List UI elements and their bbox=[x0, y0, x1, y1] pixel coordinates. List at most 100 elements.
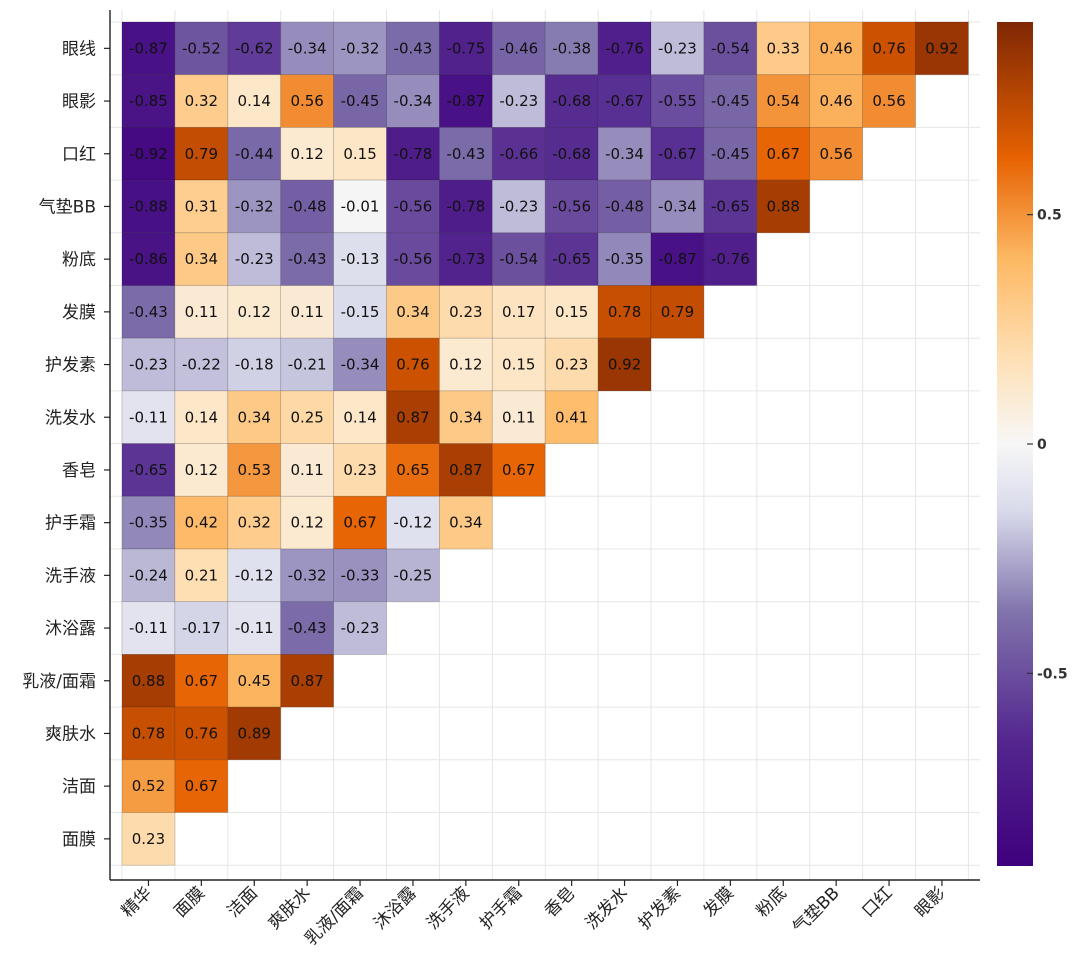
cell-value-label: -0.43 bbox=[288, 250, 327, 268]
cell-value-label: -0.48 bbox=[288, 197, 327, 215]
heatmap-cell bbox=[438, 495, 493, 550]
heatmap-cell bbox=[227, 443, 282, 497]
heatmap-cell bbox=[174, 21, 229, 76]
cell-value-label: 0.67 bbox=[185, 672, 218, 690]
heatmap-cell bbox=[174, 127, 229, 181]
cell-value-label: 0.78 bbox=[608, 303, 641, 321]
x-tick-label: 口红 bbox=[858, 883, 896, 921]
heatmap-cell bbox=[227, 654, 282, 708]
cell-value-label: 0.41 bbox=[555, 408, 588, 426]
heatmap-cell bbox=[544, 21, 599, 76]
cell-value-label: 0.34 bbox=[449, 514, 482, 532]
heatmap-cell bbox=[756, 179, 811, 234]
heatmap-cell bbox=[438, 337, 493, 392]
cell-value-label: -0.78 bbox=[446, 197, 485, 215]
cell-value-label: 0.11 bbox=[502, 408, 535, 426]
x-tick-label: 发膜 bbox=[700, 883, 738, 921]
x-tick-label: 洗发水 bbox=[582, 883, 632, 933]
heatmap-cell bbox=[438, 232, 493, 286]
x-tick-label: 乳液/面霜 bbox=[301, 883, 367, 949]
cell-value-label: -0.32 bbox=[235, 197, 274, 215]
cell-value-label: 0.12 bbox=[290, 514, 323, 532]
heatmap-cell bbox=[703, 232, 758, 286]
cell-value-label: -0.46 bbox=[499, 39, 538, 57]
heatmap-cell bbox=[650, 127, 705, 181]
cell-value-label: -0.88 bbox=[129, 197, 168, 215]
cell-value-label: -0.54 bbox=[499, 250, 538, 268]
x-tick-label: 洗手液 bbox=[423, 883, 473, 933]
cell-value-label: -0.23 bbox=[235, 250, 274, 268]
cell-value-label: 0.31 bbox=[185, 197, 218, 215]
heatmap-cell bbox=[438, 179, 493, 234]
heatmap-cell bbox=[174, 601, 229, 655]
x-tick-label: 粉底 bbox=[753, 883, 791, 921]
heatmap-cell bbox=[121, 759, 176, 813]
cell-value-label: -0.21 bbox=[288, 356, 327, 374]
cell-value-label: -0.62 bbox=[235, 39, 274, 57]
cell-value-label: 0.23 bbox=[132, 830, 165, 848]
heatmap-cell bbox=[227, 74, 282, 128]
cell-value-label: -0.87 bbox=[446, 92, 485, 110]
cell-value-label: 0.23 bbox=[449, 303, 482, 321]
x-tick-label: 爽肤水 bbox=[264, 883, 314, 933]
cell-value-label: 0.14 bbox=[238, 92, 271, 110]
heatmap-cell bbox=[650, 179, 705, 234]
heatmap-cell bbox=[491, 232, 546, 286]
cell-value-label: -0.76 bbox=[605, 39, 644, 57]
heatmap-cell bbox=[491, 127, 546, 181]
heatmap-cell bbox=[280, 548, 335, 603]
cell-value-label: 0.45 bbox=[238, 672, 271, 690]
heatmap-cell bbox=[174, 232, 229, 286]
cell-value-label: 0.56 bbox=[872, 92, 905, 110]
heatmap-cell bbox=[333, 179, 387, 234]
heatmap-cell bbox=[174, 285, 229, 339]
cell-value-label: -0.32 bbox=[341, 39, 380, 57]
cell-value-label: 0.65 bbox=[396, 461, 429, 479]
heatmap-cell bbox=[121, 285, 176, 339]
colorbar: 0.5 0 -0.5 bbox=[997, 22, 1068, 866]
heatmap-cell bbox=[121, 74, 176, 128]
cell-value-label: 0.12 bbox=[290, 145, 323, 163]
y-tick-label: 粉底 bbox=[62, 250, 96, 270]
heatmap-cell bbox=[280, 74, 335, 128]
heatmap-cell bbox=[333, 548, 387, 603]
heatmap-cell bbox=[227, 706, 282, 761]
cell-value-label: 0.78 bbox=[132, 724, 165, 742]
cell-value-label: 0.34 bbox=[238, 408, 271, 426]
cell-value-label: -0.12 bbox=[394, 514, 433, 532]
cell-value-label: 0.42 bbox=[185, 514, 218, 532]
x-tick-label: 精华 bbox=[118, 883, 156, 921]
heatmap-cell bbox=[386, 127, 440, 181]
heatmap-cell bbox=[597, 179, 652, 234]
heatmap-cell bbox=[121, 706, 176, 761]
heatmap-cell bbox=[280, 285, 335, 339]
cell-value-label: -0.23 bbox=[658, 39, 697, 57]
cell-value-label: -0.43 bbox=[288, 619, 327, 637]
heatmap-cell bbox=[227, 179, 282, 234]
cell-value-label: 0.46 bbox=[819, 39, 852, 57]
cell-value-label: -0.87 bbox=[129, 39, 168, 57]
heatmap-cell bbox=[333, 232, 387, 286]
cell-value-label: -0.18 bbox=[235, 356, 274, 374]
cell-value-label: -0.34 bbox=[394, 92, 433, 110]
cell-value-label: -0.43 bbox=[394, 39, 433, 57]
heatmap-cell bbox=[650, 232, 705, 286]
cell-value-label: -0.34 bbox=[658, 197, 697, 215]
y-tick-label: 眼线 bbox=[62, 39, 96, 59]
cell-value-label: -0.38 bbox=[552, 39, 591, 57]
x-tick-label: 气垫BB bbox=[789, 883, 844, 938]
heatmap-cell bbox=[862, 74, 916, 128]
y-tick-label: 护发素 bbox=[45, 356, 96, 376]
cell-value-label: -0.11 bbox=[129, 408, 168, 426]
heatmap-cell bbox=[174, 390, 229, 444]
heatmap-cell bbox=[544, 74, 599, 128]
cell-value-label: -0.32 bbox=[288, 566, 327, 584]
y-tick-label: 爽肤水 bbox=[45, 724, 96, 744]
heatmap-cell bbox=[386, 74, 440, 128]
y-tick-label: 洗手液 bbox=[45, 566, 96, 586]
cell-value-label: -0.11 bbox=[129, 619, 168, 637]
cell-value-label: -0.52 bbox=[182, 39, 221, 57]
heatmap-cell bbox=[280, 232, 335, 286]
x-tick-label: 沐浴露 bbox=[370, 883, 420, 933]
heatmap-cell bbox=[227, 495, 282, 550]
